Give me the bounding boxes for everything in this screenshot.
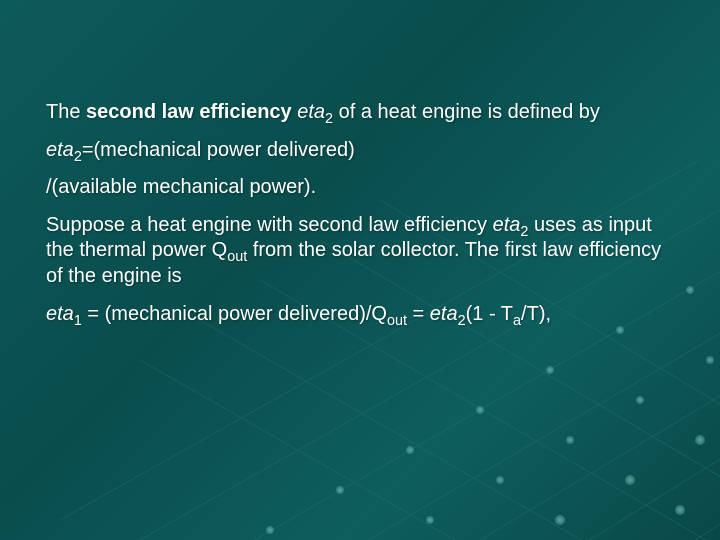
p5-mid1: = (mechanical power delivered)/Q [82, 303, 387, 325]
p5-eta1: eta [46, 303, 74, 325]
p4-qsub: out [227, 249, 247, 265]
p2-sub: 2 [74, 149, 82, 165]
p5-post: /T), [521, 303, 551, 325]
paragraph-3: /(available mechanical power). [46, 175, 674, 201]
paragraph-2: eta2=(mechanical power delivered) [46, 138, 674, 164]
p1-eta: eta [297, 101, 325, 123]
p2-eta: eta [46, 139, 74, 161]
p5-qsub: out [387, 313, 407, 329]
p2-post: =(mechanical power delivered) [82, 139, 355, 161]
paragraph-1: The second law efficiency eta2 of a heat… [46, 100, 674, 126]
p1-sub: 2 [325, 111, 333, 127]
paragraph-4: Suppose a heat engine with second law ef… [46, 213, 674, 290]
p5-eta2: eta [430, 303, 458, 325]
p5-sub1: 1 [74, 313, 82, 329]
paragraph-5: eta1 = (mechanical power delivered)/Qout… [46, 302, 674, 328]
p1-post: of a heat engine is defined by [333, 101, 600, 123]
p4-pre: Suppose a heat engine with second law ef… [46, 214, 493, 236]
p5-mid3: (1 - T [466, 303, 513, 325]
slide-content: The second law efficiency eta2 of a heat… [0, 0, 720, 327]
p4-eta: eta [493, 214, 521, 236]
p1-bold: second law efficiency [86, 101, 292, 123]
p1-pre: The [46, 101, 86, 123]
p5-mid2: = [407, 303, 430, 325]
p3-text: /(available mechanical power). [46, 176, 316, 198]
p5-sub2: 2 [458, 313, 466, 329]
p5-tsub: a [513, 313, 521, 329]
